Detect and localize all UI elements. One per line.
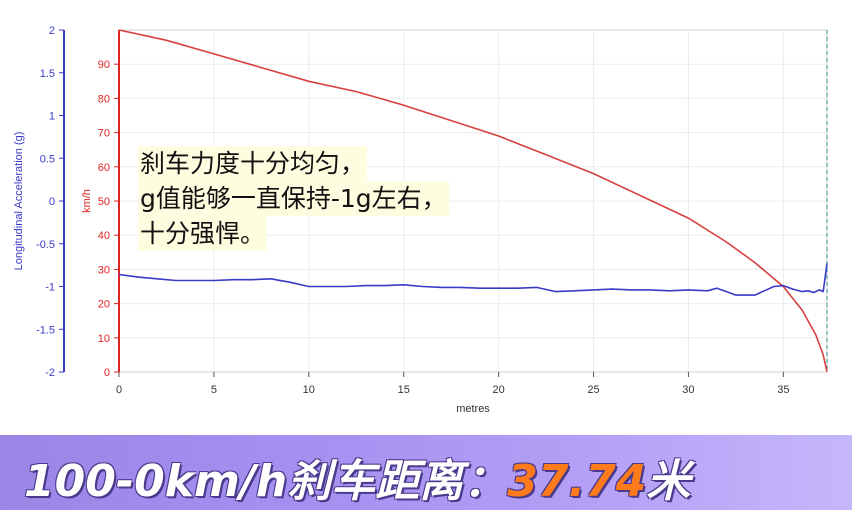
right-tick-label: 30: [98, 264, 110, 276]
left-tick-label: 0.5: [40, 153, 55, 165]
right-tick-label: 10: [98, 333, 110, 345]
right-tick-label: 40: [98, 230, 110, 242]
x-axis-label: metres: [456, 403, 490, 415]
left-tick-label: 2: [49, 25, 55, 37]
right-axis-label: km/h: [81, 189, 93, 213]
right-tick-label: 60: [98, 162, 110, 174]
left-tick-label: 0: [49, 196, 55, 208]
annotation-note: 刹车力度十分均匀， g值能够一直保持-1g左右， 十分强悍。: [138, 146, 449, 251]
right-tick-label: 80: [98, 93, 110, 105]
left-tick-label: -1: [45, 282, 55, 294]
acceleration-series-line: [118, 263, 828, 296]
x-tick-label: 0: [116, 384, 122, 396]
left-tick-label: 1: [49, 111, 55, 123]
x-tick-label: 20: [492, 384, 504, 396]
banner-prefix: 100-0km/h刹车距离：: [24, 456, 508, 507]
result-banner: 100-0km/h刹车距离：37.74米: [0, 435, 852, 510]
x-tick-label: 25: [587, 384, 599, 396]
right-tick-label: 0: [104, 367, 110, 379]
x-tick-label: 35: [777, 384, 789, 396]
x-tick-label: 15: [398, 384, 410, 396]
x-tick-label: 10: [303, 384, 315, 396]
left-axis-label: Longitudinal Acceleration (g): [13, 132, 25, 271]
left-tick-label: 1.5: [40, 68, 55, 80]
right-tick-label: 20: [98, 299, 110, 311]
speed-series-line: [118, 29, 828, 373]
right-tick-label: 70: [98, 128, 110, 140]
left-tick-label: -1.5: [36, 324, 55, 336]
note-line-1: 刹车力度十分均匀，: [138, 146, 368, 181]
note-line-2: g值能够一直保持-1g左右，: [138, 181, 449, 216]
banner-unit: 米: [646, 456, 691, 507]
x-axis-ticks: 0 5 10 15 20 25 30 35: [116, 372, 789, 396]
braking-distance-value: 37.74: [507, 456, 647, 507]
left-tick-label: -2: [45, 367, 55, 379]
banner-headline: 100-0km/h刹车距离：37.74米: [24, 445, 690, 509]
braking-chart: 2 1.5 1 0.5 0 -0.5 -1 -1.5 -2 90 80 70 60 50 40 30 20 10…: [13, 25, 828, 415]
x-tick-label: 30: [682, 384, 694, 396]
left-tick-label: -0.5: [36, 239, 55, 251]
right-axis-ticks: 90 80 70 60 50 40 30 20 10 0: [98, 59, 119, 379]
left-axis-ticks: 2 1.5 1 0.5 0 -0.5 -1 -1.5 -2: [36, 25, 64, 379]
note-line-3: 十分强悍。: [138, 216, 268, 251]
x-tick-label: 5: [211, 384, 217, 396]
series-layer: [118, 29, 828, 373]
right-tick-label: 50: [98, 196, 110, 208]
right-tick-label: 90: [98, 59, 110, 71]
